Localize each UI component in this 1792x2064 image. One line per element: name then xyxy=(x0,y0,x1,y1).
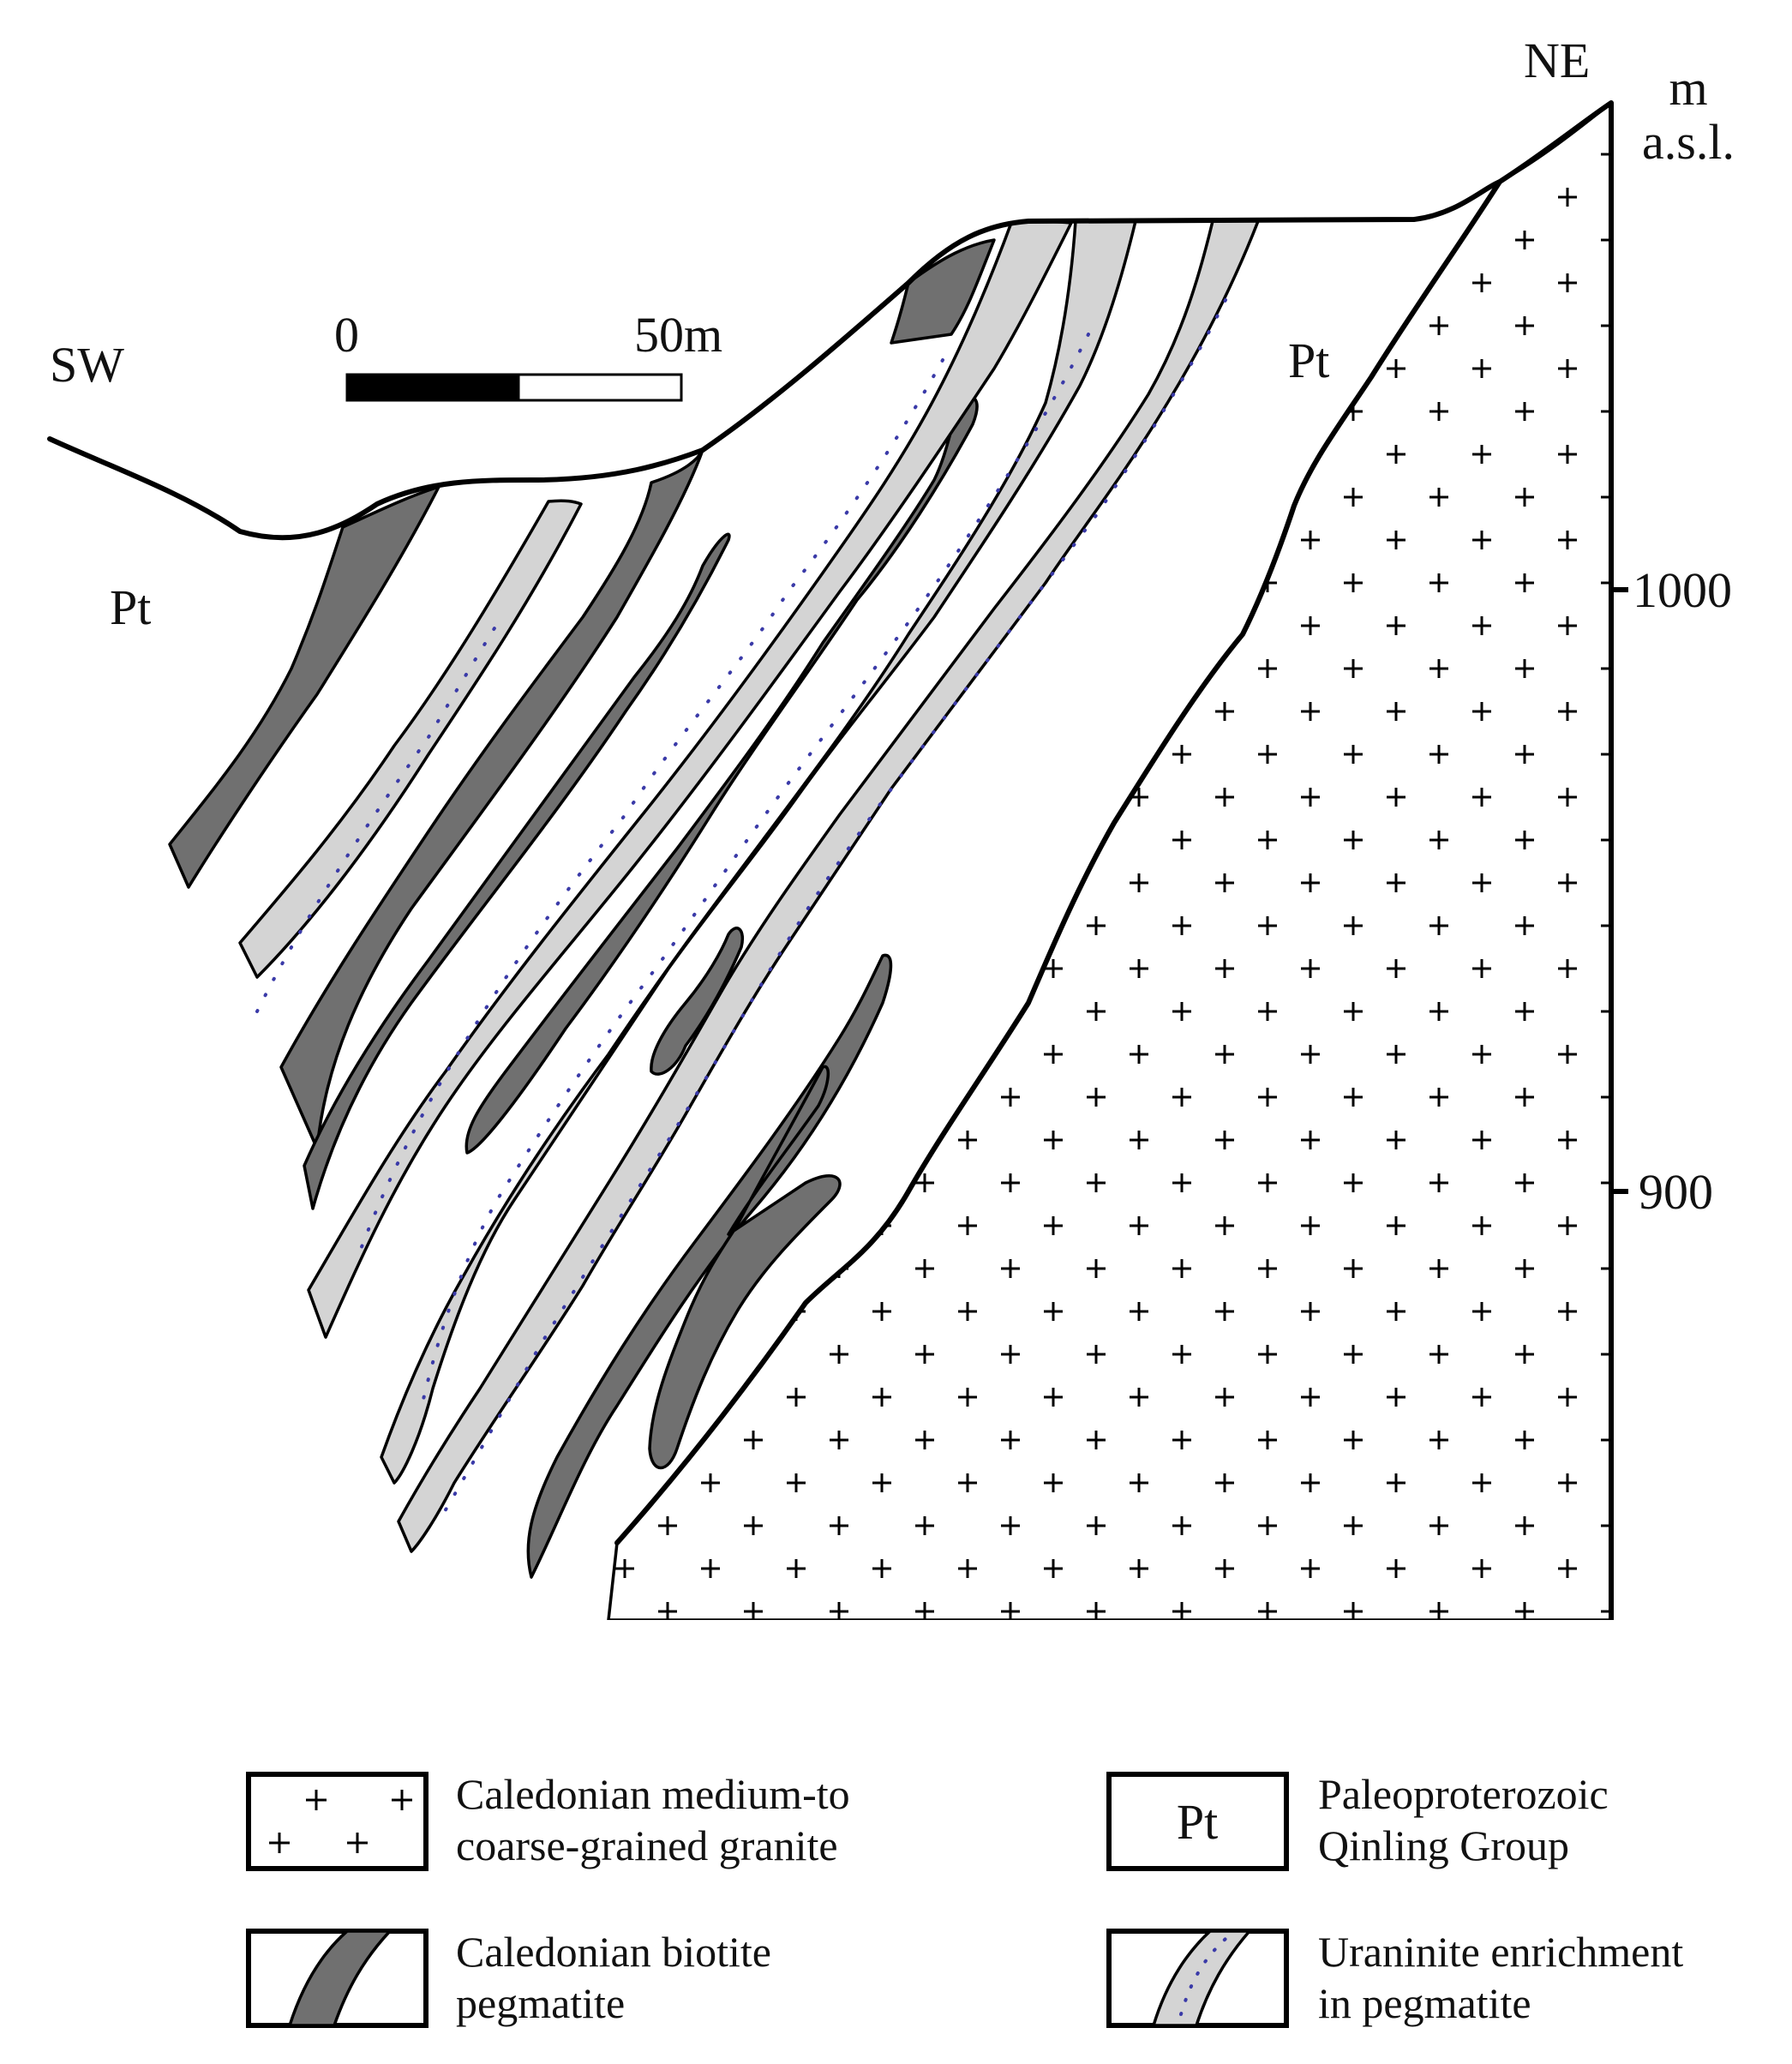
tick-label-1000: 1000 xyxy=(1633,562,1732,618)
pt-label-right: Pt xyxy=(1288,333,1329,388)
pegmatite-band xyxy=(650,927,744,1076)
legend-uraninite-line2: in pegmatite xyxy=(1318,1979,1531,2027)
legend-pegmatite-line2: pegmatite xyxy=(456,1979,625,2027)
uraninite-dots xyxy=(358,358,944,1253)
legend-uraninite-band xyxy=(1152,1929,1251,2027)
ne-label: NE xyxy=(1524,33,1590,88)
tick-label-900: 900 xyxy=(1639,1164,1713,1220)
legend-pegmatite-band xyxy=(288,1929,392,2027)
sw-label: SW xyxy=(50,337,124,393)
uraninite-band xyxy=(380,219,1137,1485)
uraninite-band xyxy=(238,499,583,979)
pegmatite-band xyxy=(648,1065,842,1470)
uraninite-band xyxy=(397,219,1260,1553)
legend-pegmatite: Caledonian biotite pegmatite xyxy=(246,1928,771,2028)
pegmatite-band xyxy=(279,448,704,1150)
scale-end-label: 50m xyxy=(634,307,722,363)
legend-qinling-line2: Qinling Group xyxy=(1318,1821,1569,1869)
topographic-surface xyxy=(47,100,1614,541)
legend-uraninite: Uraninite enrichment in pegmatite xyxy=(1106,1928,1683,2028)
pegmatite-band xyxy=(303,532,731,1210)
axis-unit-line1: m xyxy=(1669,60,1707,116)
scale-bar: 0 50m xyxy=(334,307,722,402)
legend-qinling-line1: Paleoproterozoic xyxy=(1318,1770,1609,1818)
pegmatite-band xyxy=(890,238,996,345)
pt-label-left: Pt xyxy=(110,579,151,635)
legend-pegmatite-line1: Caledonian biotite xyxy=(456,1928,771,1976)
legend-granite: Caledonian medium-to coarse-grained gran… xyxy=(246,1770,850,1871)
granite-contact xyxy=(614,179,1502,1545)
scale-start-label: 0 xyxy=(334,307,359,363)
legend-plus-icon xyxy=(269,1790,412,1853)
uraninite-band xyxy=(307,219,1073,1339)
legend-granite-line1: Caledonian medium-to xyxy=(456,1770,850,1818)
legend: Caledonian medium-to coarse-grained gran… xyxy=(246,1770,1683,2028)
legend-qinling-swatch xyxy=(1106,1772,1289,1871)
legend-pt-symbol: Pt xyxy=(1177,1794,1218,1850)
legend-qinling: Pt Paleoproterozoic Qinling Group xyxy=(1106,1770,1609,1871)
legend-uraninite-line1: Uraninite enrichment xyxy=(1318,1928,1683,1976)
elevation-axis: m a.s.l. 1000 900 xyxy=(1609,60,1735,1620)
axis-unit-line2: a.s.l. xyxy=(1642,114,1735,170)
legend-granite-swatch xyxy=(246,1772,429,1871)
legend-granite-line2: coarse-grained granite xyxy=(456,1821,838,1869)
pegmatite-band xyxy=(464,396,979,1155)
